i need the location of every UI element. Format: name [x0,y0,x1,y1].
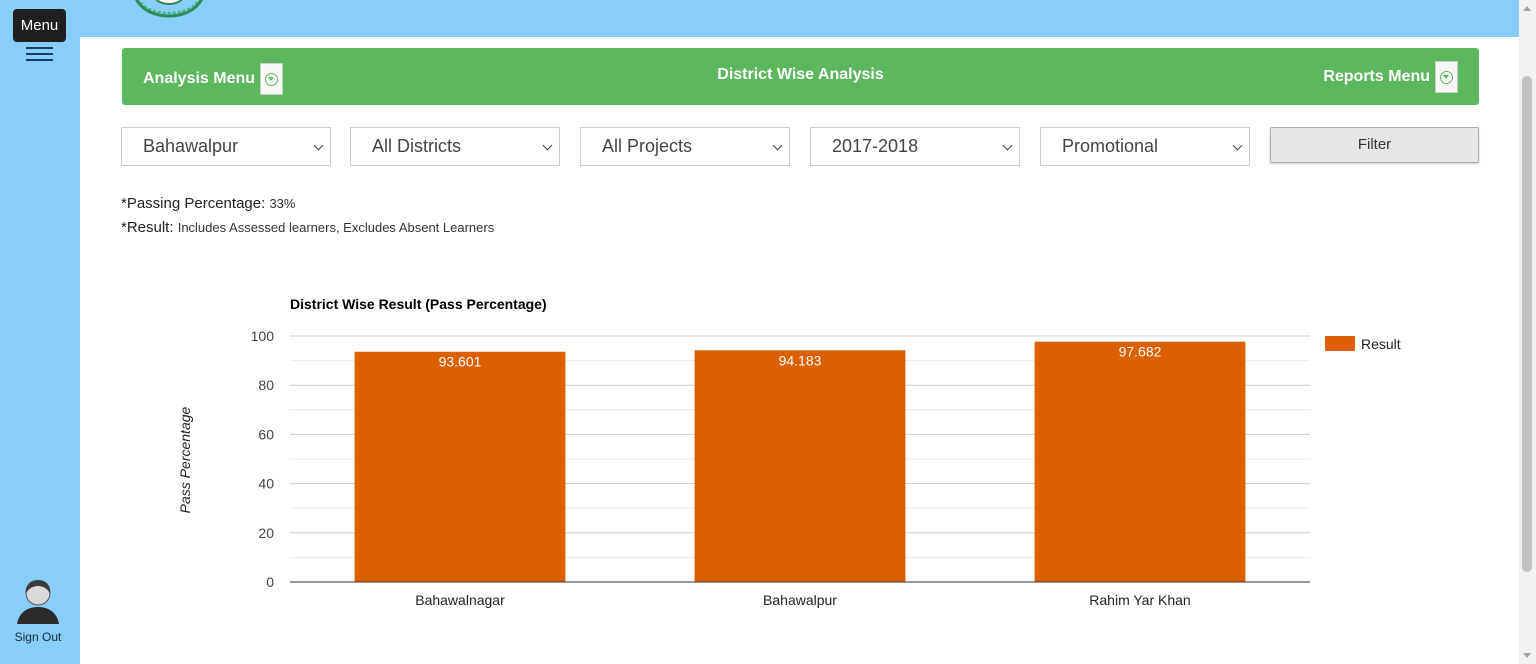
sidebar: Menu Sign Out [0,0,80,664]
reports-menu-label[interactable]: Reports Menu [1323,68,1430,85]
vertical-scrollbar[interactable] [1519,0,1536,664]
division-select[interactable]: Bahawalpur [121,127,331,166]
district-result-chart: District Wise Result (Pass Percentage) 0… [177,296,1401,608]
chevron-down-icon [772,140,783,151]
analysis-menu[interactable]: Analysis Menu [143,63,284,95]
passing-value: 33% [269,196,296,211]
chevron-down-icon [313,140,324,151]
chart-bars: 93.601 94.183 97.682 [354,341,1246,582]
x-tick-label: Rahim Yar Khan [1089,592,1190,608]
user-avatar-icon [17,580,59,624]
district-select-value: All Districts [372,136,461,156]
analysis-menu-label[interactable]: Analysis Menu [143,70,256,87]
logo-emblem-icon [135,0,203,18]
division-select-value: Bahawalpur [143,136,239,156]
passing-label: *Passing Percentage: [121,195,266,212]
legend-swatch [1325,336,1355,351]
bar[interactable] [694,350,906,582]
analysis-menu-dropdown-icon[interactable] [260,63,284,95]
menu-button[interactable]: Menu [13,9,66,42]
legend-label: Result [1361,336,1401,352]
analysis-nav-bar: Analysis Menu District Wise Analysis Rep… [122,48,1479,105]
project-select-value: All Projects [602,136,693,156]
scroll-down-icon[interactable] [1523,653,1531,658]
hamburger-icon[interactable] [26,47,53,63]
y-tick-label: 100 [251,328,275,344]
x-tick-label: Bahawalpur [763,592,837,608]
result-note: *Result: Includes Assessed learners, Exc… [121,219,494,236]
page-title: District Wise Analysis [717,66,884,83]
x-axis-ticks: Bahawalnagar Bahawalpur Rahim Yar Khan [415,592,1190,608]
project-select[interactable]: All Projects [580,127,790,166]
y-axis-ticks: 0 20 40 60 80 100 [251,328,275,590]
bar-data-label: 94.183 [779,352,822,368]
year-select-value: 2017-2018 [832,136,919,156]
y-axis-label: Pass Percentage [177,406,193,513]
y-tick-label: 60 [258,426,274,442]
scroll-up-icon[interactable] [1523,6,1531,11]
scrollbar-thumb[interactable] [1522,76,1532,572]
y-tick-label: 80 [258,377,274,393]
reports-menu[interactable]: Reports Menu [1323,61,1458,93]
passing-percentage-note: *Passing Percentage: 33% [121,195,295,212]
top-header [80,0,1519,37]
sign-out-button[interactable]: Sign Out [8,576,68,644]
exam-type-select-value: Promotional [1062,136,1159,156]
district-select[interactable]: All Districts [350,127,560,166]
chevron-down-icon [1232,140,1243,151]
chart-legend: Result [1325,336,1401,352]
x-tick-label: Bahawalnagar [415,592,505,608]
result-label: *Result: [121,219,174,236]
reports-menu-dropdown-icon[interactable] [1435,61,1458,93]
exam-type-select[interactable]: Promotional [1040,127,1250,166]
chevron-down-icon [542,140,553,151]
chart-title: District Wise Result (Pass Percentage) [290,296,547,312]
filter-button[interactable]: Filter [1270,127,1479,163]
bar-data-label: 97.682 [1119,344,1162,360]
bar[interactable] [354,351,566,582]
year-select[interactable]: 2017-2018 [810,127,1020,166]
y-tick-label: 0 [266,574,274,590]
result-value: Includes Assessed learners, Excludes Abs… [177,220,495,235]
chevron-down-icon [1002,140,1013,151]
y-tick-label: 20 [258,525,274,541]
bar[interactable] [1034,341,1246,582]
bar-data-label: 93.601 [439,354,482,370]
sign-out-label: Sign Out [14,630,62,644]
y-tick-label: 40 [258,476,274,492]
